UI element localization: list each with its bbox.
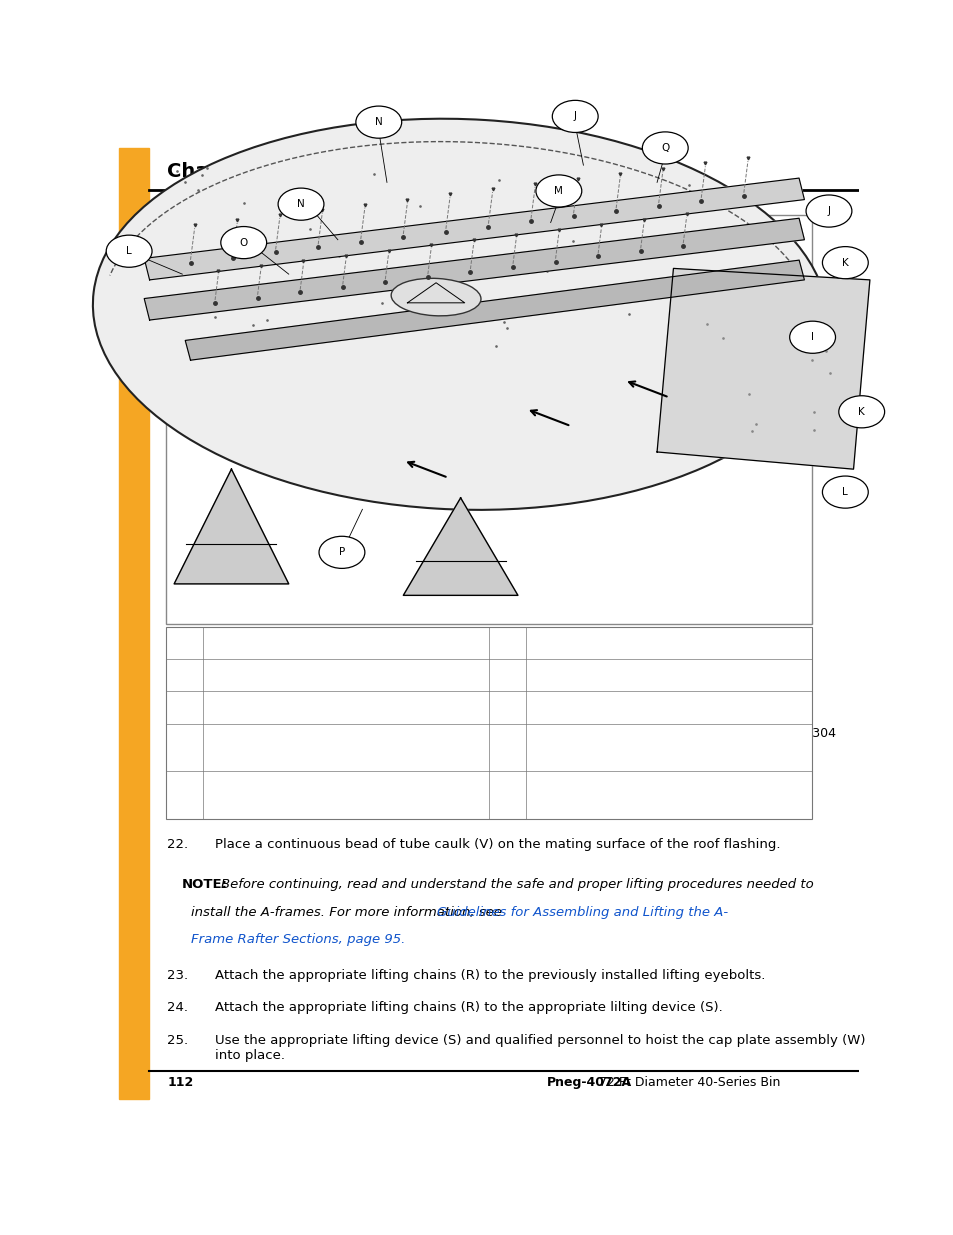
Bar — [119, 148, 149, 1099]
Circle shape — [278, 188, 324, 220]
Polygon shape — [174, 469, 289, 584]
Text: 23.: 23. — [167, 969, 189, 982]
Text: I: I — [810, 332, 813, 342]
Text: P: P — [503, 700, 511, 714]
Text: Vendor lifting eyebolt: Vendor lifting eyebolt — [531, 662, 664, 676]
Circle shape — [220, 226, 266, 258]
Polygon shape — [403, 498, 517, 595]
Polygon shape — [657, 268, 869, 469]
Circle shape — [355, 106, 401, 138]
Text: Q: Q — [660, 143, 669, 153]
Text: Installing the cap plates: Installing the cap plates — [215, 207, 369, 220]
Text: L: L — [181, 741, 188, 753]
Text: Before continuing, read and understand the safe and proper lifting procedures ne: Before continuing, read and understand t… — [220, 878, 813, 890]
Text: K: K — [180, 700, 188, 714]
Circle shape — [821, 475, 867, 508]
Circle shape — [552, 100, 598, 132]
Text: Attach the appropriate lifting chains (R) to the appropriate lilting device (S).: Attach the appropriate lifting chains (R… — [215, 1002, 722, 1014]
Text: N: N — [502, 636, 512, 650]
Ellipse shape — [92, 119, 827, 510]
Circle shape — [789, 321, 835, 353]
Text: 3/8 x 1 in. bolt with sealing washer (S-
7487): 3/8 x 1 in. bolt with sealing washer (S-… — [208, 774, 448, 803]
Text: Place a continuous bead of tube caulk (V) on the mating surface of the roof flas: Place a continuous bead of tube caulk (V… — [215, 837, 781, 851]
Text: 25.: 25. — [167, 1034, 189, 1046]
Text: Center cap plate (CTR-0017), approximately 304
lb (137.89 kg): Center cap plate (CTR-0017), approximate… — [531, 727, 835, 755]
Text: L: L — [841, 487, 847, 498]
Polygon shape — [144, 178, 803, 280]
Text: J: J — [182, 668, 186, 682]
Circle shape — [318, 536, 364, 568]
Bar — [166, 626, 811, 819]
Circle shape — [821, 247, 867, 279]
Text: Splice plate (CTR-0020): Splice plate (CTR-0020) — [208, 662, 355, 676]
Text: 3/8 x 1 in. bolt with sealing washer (S-7487): 3/8 x 1 in. bolt with sealing washer (S-… — [531, 630, 807, 643]
Circle shape — [805, 195, 851, 227]
Text: I: I — [182, 636, 186, 650]
Text: Use the appropriate lifting device (S) and qualified personnel to hoist the cap : Use the appropriate lifting device (S) a… — [215, 1034, 865, 1062]
Text: N: N — [296, 199, 305, 209]
Text: Side cap plate (CTR-0019), approximately
158 lb (71.6.4 kg): Side cap plate (CTR-0019), approximately… — [208, 727, 470, 755]
Text: Q: Q — [502, 741, 512, 753]
Text: O: O — [502, 668, 512, 682]
Ellipse shape — [391, 278, 480, 316]
Text: NOTE:: NOTE: — [182, 878, 228, 890]
Text: Long center collar channel (CTR-0080): Long center collar channel (CTR-0080) — [208, 630, 449, 643]
Polygon shape — [185, 261, 803, 361]
Text: J: J — [573, 111, 577, 121]
Text: L: L — [126, 246, 132, 256]
Text: K: K — [858, 406, 864, 416]
Text: K: K — [841, 258, 848, 268]
Text: 24.: 24. — [167, 1002, 188, 1014]
Circle shape — [106, 235, 152, 267]
Circle shape — [536, 175, 581, 207]
Text: 3/8 in. nut (S-456): 3/8 in. nut (S-456) — [531, 694, 644, 708]
Text: 22.: 22. — [167, 837, 189, 851]
Text: N: N — [375, 117, 382, 127]
Text: Tube caulk: Tube caulk — [208, 694, 274, 708]
Text: M: M — [179, 788, 190, 802]
Text: 112: 112 — [167, 1076, 193, 1088]
Text: Chapter 7: Roof Assembly: Chapter 7: Roof Assembly — [167, 162, 452, 182]
Text: install the A-frames. For more information, see: install the A-frames. For more informati… — [191, 906, 505, 919]
Text: Figure 7-33: Figure 7-33 — [167, 207, 248, 220]
Text: 72 Ft Diameter 40-Series Bin: 72 Ft Diameter 40-Series Bin — [594, 1076, 780, 1088]
Circle shape — [641, 132, 687, 164]
Text: O: O — [239, 237, 248, 247]
Text: P: P — [338, 547, 345, 557]
Text: M: M — [554, 186, 562, 196]
Text: Attach the appropriate lifting chains (R) to the previously installed lifting ey: Attach the appropriate lifting chains (R… — [215, 969, 765, 982]
Polygon shape — [144, 219, 803, 320]
Bar — [166, 215, 811, 624]
Text: Frame Rafter Sections, page 95.: Frame Rafter Sections, page 95. — [191, 932, 405, 946]
Text: Guidelines for Assembling and Lifting the A-: Guidelines for Assembling and Lifting th… — [436, 906, 727, 919]
Text: Pneg-4072A: Pneg-4072A — [546, 1076, 631, 1088]
Circle shape — [838, 395, 883, 427]
Text: J: J — [826, 206, 830, 216]
